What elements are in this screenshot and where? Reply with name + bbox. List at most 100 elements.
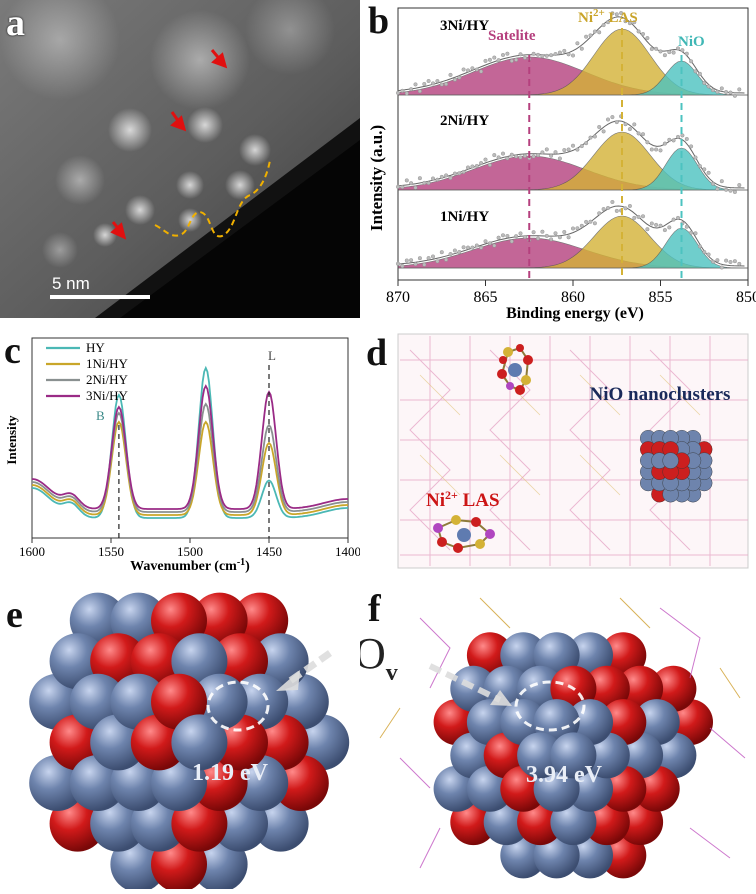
xps-data-point xyxy=(514,57,519,62)
xps-data-point xyxy=(654,222,659,227)
xps-series-label-2ni: 2Ni/HY xyxy=(440,113,489,129)
xps-data-point xyxy=(658,49,663,54)
vacancy-arrow-f xyxy=(428,663,502,703)
xps-data-point xyxy=(444,82,449,87)
xps-data-point xyxy=(645,227,650,232)
xps-data-point xyxy=(540,229,545,234)
xps-data-point xyxy=(592,221,597,226)
energy-label-e: 1.19 eV xyxy=(192,760,269,786)
xps-data-point xyxy=(435,177,440,182)
xps-data-point xyxy=(483,239,488,244)
arrow-markers xyxy=(110,49,228,240)
xps-chart: Intensity (a.u.) Binding energy (eV) 3Ni… xyxy=(367,7,756,322)
xps-data-point xyxy=(487,57,492,62)
xps-data-point xyxy=(479,161,484,166)
xps-data-point xyxy=(614,120,619,125)
xps-data-point xyxy=(448,175,453,180)
xps-data-point xyxy=(584,141,589,146)
xps-data-point xyxy=(544,233,549,238)
xps-data-point xyxy=(693,69,698,74)
xps-data-point xyxy=(610,11,615,16)
xps-data-point xyxy=(724,89,729,94)
xps-data-point xyxy=(535,52,540,57)
ni-atom xyxy=(171,714,228,771)
xps-data-point xyxy=(667,137,672,142)
xps-data-point xyxy=(693,231,698,236)
xps-data-point xyxy=(667,50,672,55)
xps-data-point xyxy=(719,86,724,91)
xps-data-point xyxy=(658,148,663,153)
xps-data-point xyxy=(487,162,492,167)
xps-data-point xyxy=(724,258,729,263)
xps-data-point xyxy=(641,32,646,37)
xps-data-point xyxy=(575,147,580,152)
xps-data-point xyxy=(654,46,659,51)
xps-data-point xyxy=(636,131,641,136)
xps-data-point xyxy=(579,223,584,228)
panel-label-e: e xyxy=(6,594,23,636)
xps-data-point xyxy=(641,214,646,219)
xps-data-point xyxy=(636,29,641,34)
xps-data-point xyxy=(676,46,681,51)
xps-data-point xyxy=(479,245,484,250)
xps-data-point xyxy=(452,248,457,253)
xps-data-point xyxy=(422,262,427,267)
panel-label-b: b xyxy=(368,0,390,42)
ftir-series-3Ni-HY xyxy=(31,384,348,510)
xps-data-point xyxy=(579,46,584,51)
xps-data-point xyxy=(610,115,615,120)
xps-data-point xyxy=(448,252,453,257)
xps-data-point xyxy=(728,260,733,265)
xps-data-point xyxy=(702,249,707,254)
ftir-xtick-label: 1400 xyxy=(335,544,360,559)
xps-data-point xyxy=(505,51,510,56)
xps-data-point xyxy=(728,90,733,95)
xps-data-point xyxy=(435,79,440,84)
xps-xticks: 870 865 860 855 850 xyxy=(386,280,756,306)
ftir-legend-label: 1Ni/HY xyxy=(86,356,129,371)
xps-data-point xyxy=(553,231,558,236)
xps-data-point xyxy=(689,230,694,235)
xps-data-point xyxy=(623,19,628,24)
xps-data-point xyxy=(514,234,519,239)
xps-data-point xyxy=(457,75,462,80)
xps-data-point xyxy=(483,157,488,162)
xps-data-point xyxy=(396,90,401,95)
xps-data-point xyxy=(575,226,580,231)
xps-data-point xyxy=(597,211,602,216)
xps-data-point xyxy=(400,264,405,269)
xps-data-point xyxy=(457,171,462,176)
xps-data-point xyxy=(531,230,536,235)
xps-data-point xyxy=(514,154,519,159)
ftir-xticks: 1600 1550 1500 1450 1400 xyxy=(19,538,361,559)
panel-label-d: d xyxy=(366,332,388,374)
xps-data-point xyxy=(662,53,667,58)
xps-data-point xyxy=(509,152,514,157)
nio-cluster-render-e: 1.19 eV xyxy=(29,592,350,893)
xps-data-point xyxy=(732,93,737,98)
nio-nanocluster xyxy=(640,429,713,503)
xps-data-point xyxy=(689,144,694,149)
xps-data-point xyxy=(706,84,711,89)
xps-data-point xyxy=(737,87,742,92)
xps-data-point xyxy=(724,187,729,192)
xps-data-point xyxy=(566,52,571,57)
xps-data-point xyxy=(544,147,549,152)
panel-b-xps-chart: Intensity (a.u.) Binding energy (eV) 3Ni… xyxy=(360,0,756,330)
xps-data-point xyxy=(579,144,584,149)
xps-data-point xyxy=(444,257,449,262)
ftir-xtick-label: 1450 xyxy=(256,544,282,559)
xps-series-2Ni-HY xyxy=(396,114,748,194)
ftir-series-2Ni-HY xyxy=(31,402,348,513)
ftir-series-1Ni-HY xyxy=(31,420,348,516)
xps-data-point xyxy=(641,132,646,137)
xps-peak-nio xyxy=(398,60,748,96)
xps-data-point xyxy=(492,153,497,158)
xps-data-point xyxy=(439,250,444,255)
xps-peak-nio xyxy=(398,227,748,269)
xps-data-point xyxy=(601,23,606,28)
stem-image: 5 nm xyxy=(0,0,360,318)
panel-a-stem-image: 5 nm a xyxy=(0,0,360,318)
xps-data-point xyxy=(430,254,435,259)
